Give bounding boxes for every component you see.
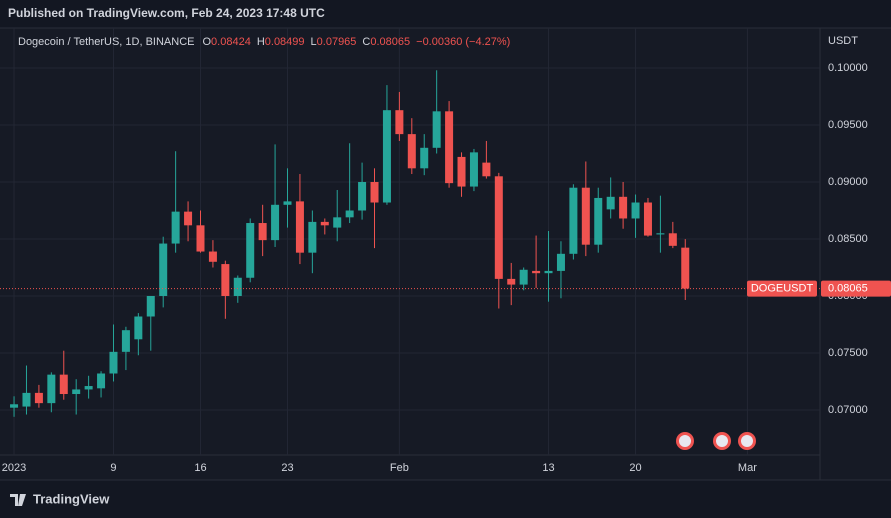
y-tick-label: 0.09500: [828, 119, 868, 131]
candle-body: [208, 251, 217, 262]
candle-body: [345, 210, 354, 218]
candle-body: [246, 223, 255, 278]
candle-body: [221, 264, 230, 296]
candle-body: [681, 247, 690, 289]
x-tick-label: 20: [629, 462, 641, 474]
candle-body: [358, 181, 367, 211]
symbol: Dogecoin / TetherUS, 1D, BINANCE: [18, 36, 194, 48]
candle-body: [581, 187, 590, 245]
candle-body: [258, 223, 267, 241]
candle-body: [606, 196, 615, 210]
candle-body: [320, 221, 329, 226]
candle-body: [556, 253, 565, 271]
candle-body: [196, 225, 205, 252]
candle-body: [146, 295, 155, 317]
candle-body: [184, 211, 193, 226]
candle-body: [233, 277, 242, 296]
y-tick-label: 0.07000: [828, 404, 868, 416]
logo-icon: [10, 494, 26, 506]
footer-logo: TradingView: [33, 491, 110, 506]
event-flag: [716, 435, 728, 447]
candle-body: [171, 211, 180, 244]
x-tick-label: 13: [542, 462, 554, 474]
candle-body: [420, 147, 429, 169]
candle-body: [34, 392, 43, 404]
ticker-tag-label: DOGEUSDT: [751, 282, 814, 294]
last-price-tag: [821, 280, 891, 297]
candle-body: [656, 233, 665, 235]
candle-body: [544, 270, 553, 274]
last-price-label: 0.08065: [828, 282, 868, 294]
candle-body: [594, 197, 603, 245]
ohlc-label: H: [257, 36, 265, 48]
candle-body: [159, 243, 168, 296]
candle-body: [445, 111, 454, 184]
y-tick-label: 0.09000: [828, 176, 868, 188]
candle-body: [283, 201, 292, 205]
candle-body: [457, 156, 466, 187]
x-tick-label: 2023: [2, 462, 26, 474]
x-tick-label: Mar: [738, 462, 757, 474]
candle-body: [382, 110, 391, 203]
ohlc-value: 0.08499: [265, 36, 305, 48]
candle-body: [134, 316, 143, 340]
ohlc-label: L: [311, 36, 317, 48]
candle-body: [121, 330, 130, 352]
ohlc-value: 0.08424: [211, 36, 251, 48]
candle-body: [643, 202, 652, 236]
event-flag: [741, 435, 753, 447]
candle-body: [47, 374, 56, 404]
candle-body: [308, 221, 317, 253]
candle-body: [469, 152, 478, 187]
x-tick-label: 16: [194, 462, 206, 474]
candle-body: [519, 269, 528, 285]
ohlc-value: 0.08065: [370, 36, 410, 48]
published-note: Published on TradingView.com, Feb 24, 20…: [8, 6, 325, 20]
y-unit: USDT: [828, 35, 858, 47]
x-tick-label: 23: [281, 462, 293, 474]
candle-body: [482, 162, 491, 177]
event-flag: [679, 435, 691, 447]
candle-body: [295, 201, 304, 253]
candle-body: [395, 110, 404, 135]
y-tick-label: 0.10000: [828, 62, 868, 74]
ohlc-value: 0.07965: [317, 36, 357, 48]
candle-body: [22, 392, 31, 407]
candle-body: [619, 196, 628, 219]
candle-body: [370, 181, 379, 203]
candle-body: [631, 202, 640, 219]
change-value: −0.00360 (−4.27%): [416, 36, 510, 48]
ohlc-label: C: [362, 36, 370, 48]
candle-body: [10, 404, 19, 408]
chart-pane: [0, 28, 891, 480]
y-tick-label: 0.07500: [828, 347, 868, 359]
candle-body: [72, 389, 81, 395]
x-tick-label: Feb: [390, 462, 409, 474]
candle-body: [668, 233, 677, 246]
candle-body: [507, 278, 516, 285]
y-tick-label: 0.08500: [828, 233, 868, 245]
candle-body: [97, 373, 106, 389]
ohlc-label: O: [202, 36, 211, 48]
candle-body: [494, 176, 503, 279]
candle-body: [271, 204, 280, 241]
ticker-tag: [747, 280, 817, 297]
candle-body: [84, 386, 93, 390]
candle-body: [432, 111, 441, 148]
candle-body: [407, 134, 416, 169]
candle-body: [333, 217, 342, 228]
x-tick-label: 9: [110, 462, 116, 474]
event-flags: [676, 432, 756, 450]
candle-body: [532, 270, 541, 274]
candle-body: [59, 374, 68, 395]
candle-body: [569, 187, 578, 254]
candle-body: [109, 351, 118, 374]
